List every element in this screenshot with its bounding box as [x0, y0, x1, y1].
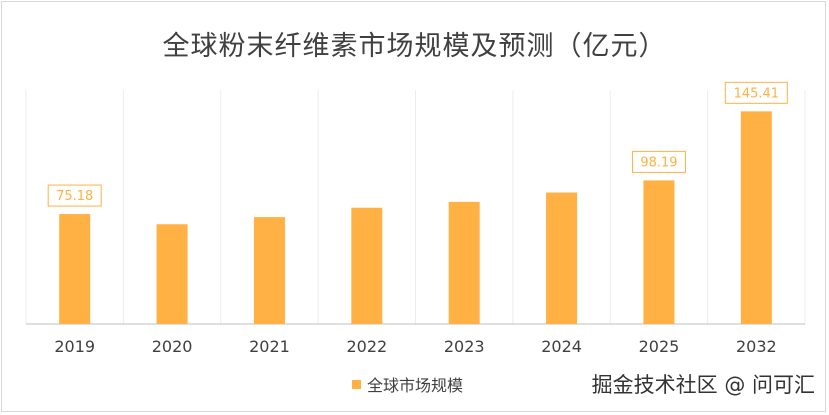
bar	[740, 111, 772, 324]
bar	[59, 214, 91, 324]
data-label-box	[631, 150, 686, 173]
x-tick-label: 2032	[736, 337, 777, 356]
x-tick-label: 2021	[249, 337, 290, 356]
x-tick-label: 2023	[444, 337, 485, 356]
legend-swatch	[352, 379, 361, 389]
data-label: 75.18	[56, 189, 93, 204]
data-label-box	[724, 81, 788, 104]
bar	[448, 201, 480, 324]
bar	[351, 207, 383, 324]
data-label-box	[47, 184, 102, 207]
legend-label: 全球市场规模	[367, 376, 464, 395]
legend: 全球市场规模	[352, 372, 463, 396]
bar	[156, 224, 188, 324]
bar	[253, 217, 285, 324]
x-tick-label: 2019	[54, 337, 95, 356]
x-tick-label: 2020	[152, 337, 193, 356]
x-tick-label: 2025	[639, 337, 680, 356]
bar	[643, 180, 675, 324]
chart-title: 全球粉末纤维素市场规模及预测（亿元）	[162, 31, 667, 62]
bar	[546, 192, 578, 324]
x-tick-label: 2022	[346, 337, 387, 356]
data-label: 145.41	[734, 86, 780, 101]
x-tick-label: 2024	[541, 337, 582, 356]
data-label: 98.19	[640, 155, 677, 170]
watermark: 掘金技术社区 @ 问可汇	[591, 373, 815, 397]
